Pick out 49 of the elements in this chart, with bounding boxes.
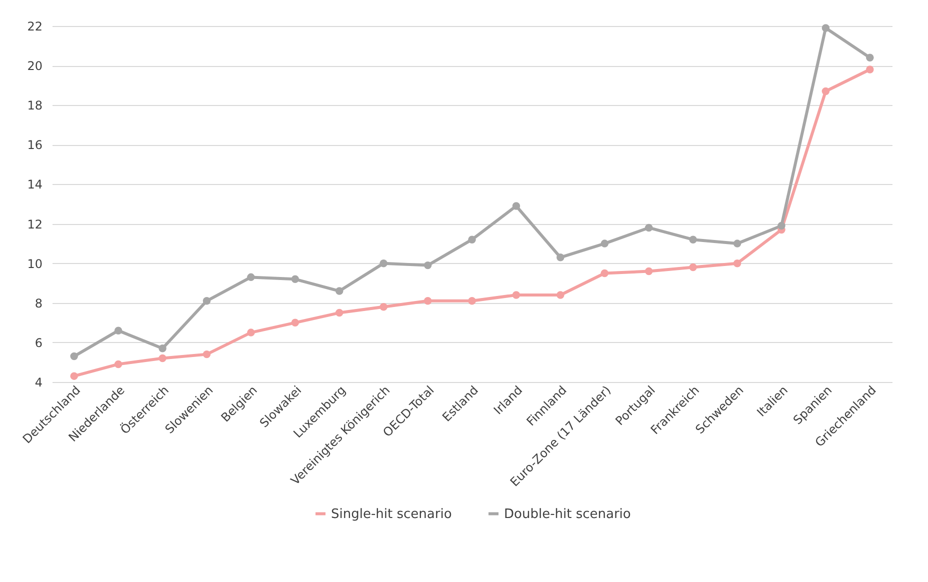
point bbox=[822, 87, 830, 96]
point bbox=[424, 261, 432, 270]
point bbox=[600, 269, 609, 278]
point bbox=[114, 326, 122, 334]
point bbox=[70, 352, 78, 360]
point bbox=[644, 267, 653, 276]
point bbox=[247, 328, 255, 336]
point bbox=[733, 240, 742, 248]
point bbox=[380, 259, 388, 268]
legend-label: Single-hit scenario bbox=[331, 506, 452, 522]
y-tick-label: 6 bbox=[34, 336, 42, 350]
point bbox=[733, 259, 742, 268]
point bbox=[468, 236, 476, 244]
y-tick-label: 14 bbox=[27, 178, 42, 192]
point bbox=[202, 350, 211, 358]
point bbox=[689, 263, 697, 272]
y-tick-label: 20 bbox=[27, 59, 42, 74]
point bbox=[866, 66, 874, 74]
legend-label: Double-hit scenario bbox=[504, 506, 631, 522]
point bbox=[291, 318, 300, 327]
point bbox=[202, 297, 211, 305]
point bbox=[512, 202, 520, 210]
point bbox=[158, 354, 166, 362]
point bbox=[424, 297, 432, 305]
y-tick-label: 12 bbox=[27, 217, 42, 232]
point bbox=[689, 236, 697, 244]
point bbox=[600, 240, 609, 248]
point bbox=[158, 344, 166, 352]
y-tick-label: 22 bbox=[27, 20, 42, 34]
point bbox=[291, 275, 300, 284]
point bbox=[247, 273, 255, 282]
point bbox=[380, 302, 388, 311]
point bbox=[468, 297, 476, 305]
point bbox=[866, 54, 874, 62]
point bbox=[778, 222, 786, 230]
y-tick-label: 10 bbox=[27, 256, 42, 271]
point bbox=[644, 224, 653, 232]
point bbox=[335, 287, 344, 295]
point bbox=[512, 291, 520, 299]
y-tick-label: 4 bbox=[34, 376, 42, 390]
point bbox=[70, 372, 78, 380]
point bbox=[556, 291, 564, 299]
point bbox=[822, 24, 830, 32]
point bbox=[556, 254, 564, 262]
y-tick-label: 8 bbox=[34, 296, 42, 310]
point bbox=[335, 308, 344, 317]
y-tick-label: 18 bbox=[27, 98, 42, 113]
point bbox=[114, 360, 122, 368]
y-tick-label: 16 bbox=[27, 138, 42, 152]
